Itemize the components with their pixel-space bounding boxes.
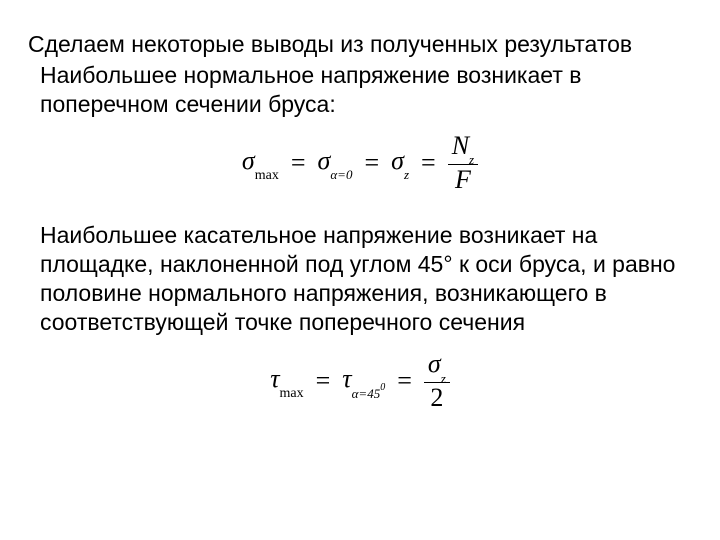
tau-symbol-2: τ (342, 364, 351, 393)
heading-text: Сделаем некоторые выводы из полученных р… (28, 30, 692, 59)
sigma-symbol: σ (242, 146, 255, 175)
equals-5: = (395, 366, 414, 396)
formula-2-row: τmax = τα=450 = σz 2 (28, 350, 692, 411)
sub-max-2: max (280, 386, 304, 401)
fraction-sigmaz-2: σz 2 (424, 350, 450, 411)
fraction-denominator-2: 2 (426, 383, 447, 411)
equals-3: = (419, 148, 438, 178)
formula-1-row: σmax = σα=0 = σz = Nz F (28, 132, 692, 193)
equals-4: = (314, 366, 333, 396)
sigma-symbol-2: σ (318, 146, 331, 175)
slide: Сделаем некоторые выводы из полученных р… (0, 0, 720, 540)
equals-2: = (362, 148, 381, 178)
sigma-max: σmax (242, 146, 279, 180)
paragraph-2: Наибольшее касательное напряжение возник… (40, 221, 692, 336)
sub-z-2: z (469, 152, 474, 167)
tau-symbol: τ (270, 364, 279, 393)
sub-alpha45: α=450 (352, 386, 386, 401)
paragraph-1: Наибольшее нормальное напряжение возника… (40, 61, 692, 119)
sub-alpha0: α=0 (330, 167, 352, 182)
fraction-numerator-2: σz (424, 350, 450, 383)
sub-z-3: z (441, 371, 446, 386)
N-symbol: N (452, 131, 469, 160)
sub-z: z (404, 167, 409, 182)
fraction-denominator: F (451, 165, 475, 193)
sup-zero: 0 (380, 382, 385, 393)
tau-max: τmax (270, 364, 303, 398)
formula-1: σmax = σα=0 = σz = Nz F (242, 132, 478, 193)
sigma-symbol-3: σ (391, 146, 404, 175)
sigma-symbol-4: σ (428, 349, 441, 378)
sigma-z: σz (391, 146, 409, 179)
fraction-numerator: Nz (448, 132, 478, 165)
tau-alpha45: τα=450 (342, 364, 385, 397)
fraction-nz-f: Nz F (448, 132, 478, 193)
sub-max: max (255, 168, 279, 183)
formula-2: τmax = τα=450 = σz 2 (270, 350, 450, 411)
sigma-alpha0: σα=0 (318, 146, 353, 179)
equals-1: = (289, 148, 308, 178)
sub-alpha45-text: α=45 (352, 386, 381, 401)
